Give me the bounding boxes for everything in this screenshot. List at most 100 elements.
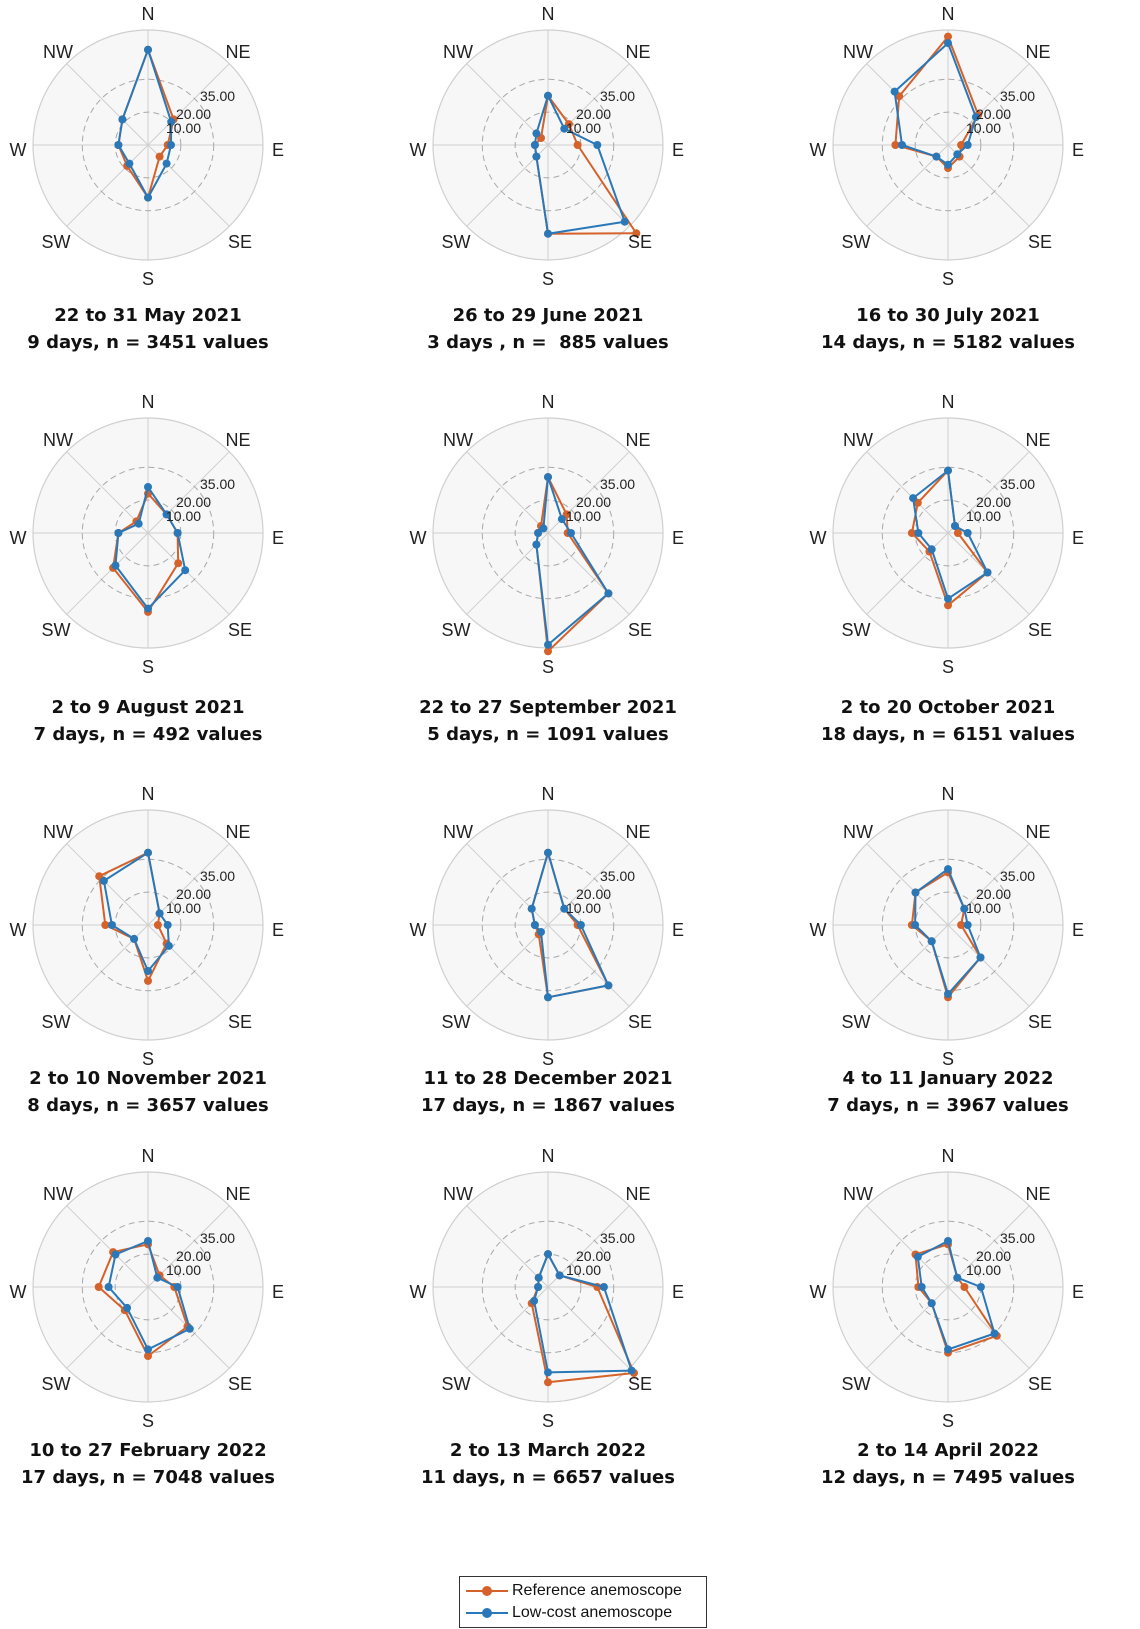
point-lowcost-w: [530, 141, 539, 149]
tick-20-label: 20.00: [576, 106, 611, 122]
legend-label-lowcost: Low-cost anemoscope: [512, 1604, 673, 1621]
direction-label-n: N: [942, 1146, 955, 1166]
direction-label-ne: NE: [225, 822, 250, 842]
direction-label-se: SE: [228, 1374, 252, 1394]
point-lowcost-n: [544, 473, 552, 482]
point-lowcost-n: [944, 39, 952, 48]
point-lowcost-s: [944, 594, 952, 603]
caption-sample-size: 9 days, n = 3451 values: [27, 332, 269, 353]
direction-label-w: W: [410, 528, 427, 548]
caption-date-range: 2 to 20 October 2021: [840, 697, 1056, 718]
point-lowcost-s: [544, 1368, 552, 1377]
direction-label-nw: NW: [843, 42, 873, 62]
point-lowcost-s: [144, 193, 152, 202]
point-lowcost-nw: [539, 524, 548, 533]
spoke-sw: [66, 144, 149, 227]
chart-caption-9: 4 to 11 January 2022 7 days, n = 3967 val…: [758, 1065, 1138, 1119]
tick-10-label: 10.00: [966, 900, 1001, 916]
direction-label-e: E: [1072, 528, 1084, 548]
direction-label-nw: NW: [43, 430, 73, 450]
tick-20-label: 20.00: [976, 494, 1011, 510]
spoke-ne: [947, 1205, 1030, 1288]
direction-label-e: E: [672, 140, 684, 160]
direction-label-e: E: [1072, 1282, 1084, 1302]
caption-date-range: 16 to 30 July 2021: [856, 305, 1040, 326]
point-reference-se: [632, 229, 641, 238]
direction-label-sw: SW: [442, 1012, 471, 1032]
tick-20-label: 20.00: [176, 1248, 211, 1264]
point-lowcost-n: [144, 483, 152, 491]
point-lowcost-w: [911, 921, 920, 929]
point-lowcost-e: [593, 141, 602, 149]
direction-label-sw: SW: [42, 1374, 71, 1394]
spoke-nw: [66, 63, 149, 146]
chart-caption-12: 2 to 14 April 2022 12 days, n = 7495 valu…: [758, 1437, 1138, 1491]
caption-date-range: 11 to 28 December 2021: [423, 1068, 673, 1089]
tick-35-label: 35.00: [600, 1230, 635, 1246]
point-lowcost-ne: [555, 1271, 564, 1280]
caption-sample-size: 5 days, n = 1091 values: [427, 724, 669, 745]
caption-sample-size: 7 days, n = 492 values: [33, 724, 263, 745]
spoke-se: [947, 1286, 1030, 1369]
point-reference-se: [174, 559, 183, 568]
point-reference-s: [144, 1352, 152, 1360]
point-lowcost-w: [914, 529, 923, 537]
point-lowcost-se: [983, 568, 992, 577]
caption-sample-size: 12 days, n = 7495 values: [821, 1467, 1075, 1488]
spoke-se: [147, 532, 230, 615]
tick-10-label: 10.00: [166, 1262, 201, 1278]
point-lowcost-nw: [527, 904, 536, 913]
point-lowcost-ne: [960, 904, 969, 913]
spoke-nw: [466, 1205, 549, 1288]
direction-label-sw: SW: [442, 620, 471, 640]
tick-20-label: 20.00: [976, 1248, 1011, 1264]
direction-label-w: W: [410, 1282, 427, 1302]
legend-item-reference: Reference anemoscope: [460, 1580, 706, 1602]
point-lowcost-sw: [111, 561, 120, 570]
direction-label-n: N: [142, 784, 155, 804]
tick-10-label: 10.00: [566, 900, 601, 916]
point-lowcost-sw: [932, 152, 941, 161]
point-reference-e: [957, 141, 966, 149]
caption-sample-size: 7 days, n = 3967 values: [827, 1095, 1069, 1116]
tick-10-label: 10.00: [966, 120, 1001, 136]
point-lowcost-n: [144, 848, 152, 857]
point-lowcost-sw: [532, 152, 541, 161]
point-lowcost-se: [604, 589, 613, 598]
caption-sample-size: 3 days , n = 885 values: [427, 332, 669, 353]
point-lowcost-e: [167, 141, 175, 149]
chart-caption-10: 10 to 27 February 2022 17 days, n = 7048 …: [0, 1437, 338, 1491]
direction-label-s: S: [942, 1049, 954, 1069]
point-lowcost-s: [944, 990, 952, 998]
point-lowcost-n: [544, 848, 552, 857]
point-lowcost-w: [114, 529, 123, 537]
point-lowcost-nw: [911, 888, 920, 897]
point-lowcost-s: [144, 1345, 152, 1354]
spoke-ne: [947, 63, 1030, 146]
grid-ring-20: [481, 1220, 615, 1354]
tick-10-label: 10.00: [966, 1262, 1001, 1278]
direction-label-w: W: [810, 140, 827, 160]
caption-date-range: 10 to 27 February 2022: [29, 1440, 267, 1461]
caption-sample-size: 18 days, n = 6151 values: [821, 724, 1075, 745]
direction-label-ne: NE: [625, 822, 650, 842]
tick-35-label: 35.00: [1000, 88, 1035, 104]
chart-caption-5: 22 to 27 September 2021 5 days, n = 1091 …: [358, 694, 738, 748]
direction-label-nw: NW: [43, 822, 73, 842]
tick-10-label: 10.00: [166, 508, 201, 524]
point-lowcost-ne: [953, 1273, 962, 1282]
tick-20-label: 20.00: [976, 106, 1011, 122]
direction-label-sw: SW: [842, 232, 871, 252]
tick-10-label: 10.00: [566, 508, 601, 524]
caption-sample-size: 17 days, n = 7048 values: [21, 1467, 275, 1488]
point-lowcost-e: [599, 1283, 608, 1291]
point-lowcost-sw: [927, 937, 936, 946]
caption-sample-size: 11 days, n = 6657 values: [421, 1467, 675, 1488]
point-reference-se: [155, 152, 164, 161]
